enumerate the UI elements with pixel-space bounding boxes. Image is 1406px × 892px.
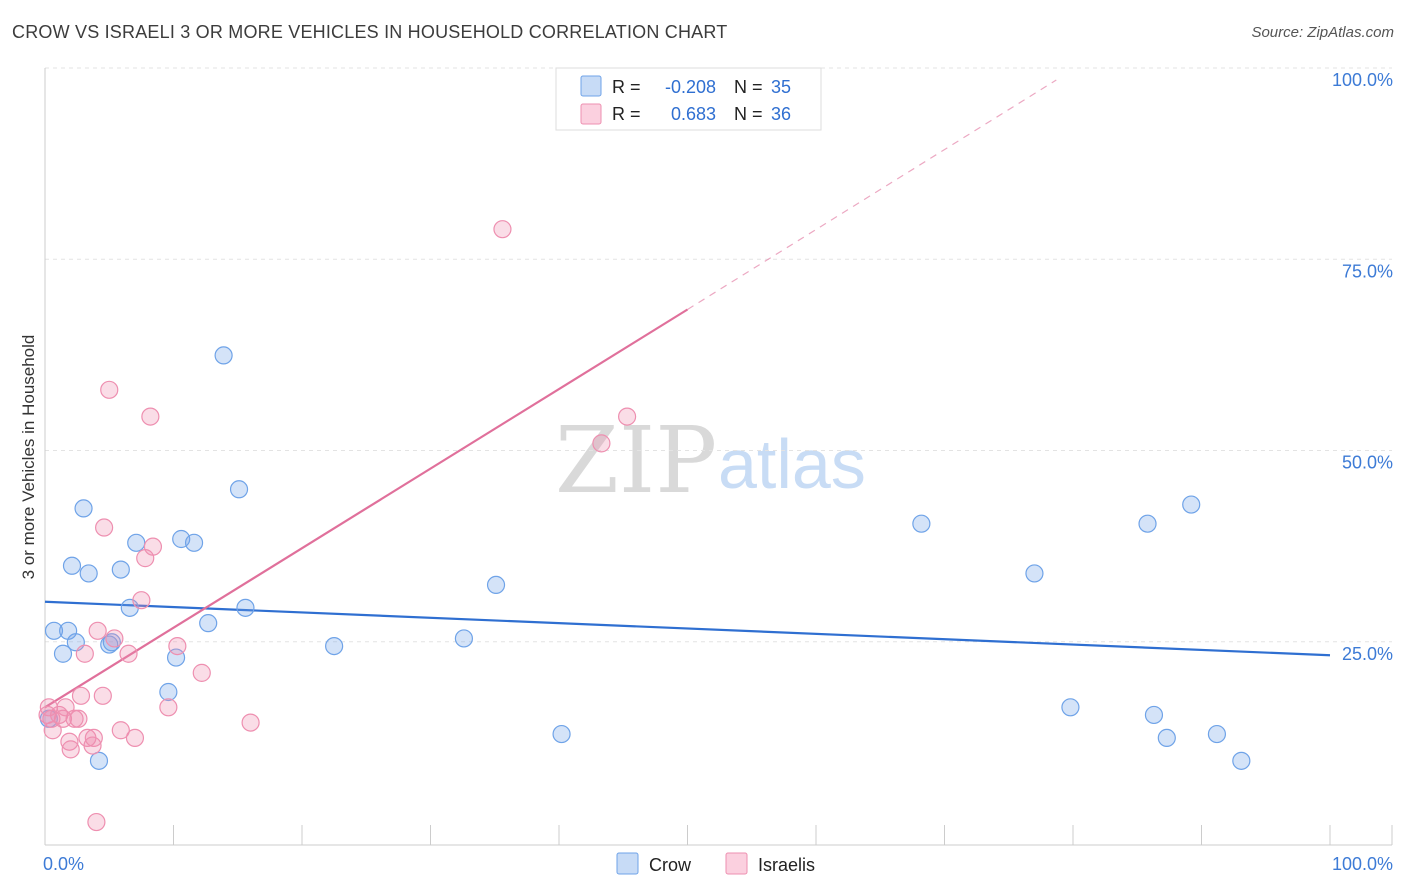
point-crow-0: [44, 621, 64, 640]
legend-swatch-israelis: [580, 103, 602, 125]
watermark-atlas: atlas: [718, 425, 866, 503]
legend-n-value-crow: 35: [771, 77, 791, 97]
point-crow-25: [912, 514, 931, 533]
source-label: Source: ZipAtlas.com: [1251, 24, 1394, 41]
point-israelis-23: [125, 728, 145, 748]
point-israelis-31: [241, 713, 260, 732]
y-tick-label-75: 75.0%: [1342, 261, 1393, 281]
point-crow-6: [79, 564, 98, 583]
x-tick-label-max: 100.0%: [1332, 854, 1393, 874]
x-tick-label-min: 0.0%: [43, 854, 84, 874]
point-crow-12: [127, 533, 146, 552]
trend-line-crow: [44, 600, 1331, 657]
legend-n-label-israelis: N =: [734, 104, 763, 124]
point-crow-27: [1061, 698, 1080, 717]
legend-r-value-crow: -0.208: [665, 77, 716, 97]
grid-lines: [45, 67, 1392, 643]
legend-r-label-israelis: R =: [612, 104, 641, 124]
point-israelis-10: [71, 686, 91, 705]
point-crow-18: [214, 346, 233, 365]
point-israelis-27: [143, 537, 163, 556]
point-israelis-35: [38, 705, 57, 725]
point-crow-21: [325, 636, 344, 656]
legend-swatch-crow-bottom: [616, 852, 639, 875]
legend-swatch-israelis-bottom: [725, 852, 748, 875]
point-crow-22: [454, 629, 474, 648]
point-crow-19: [229, 480, 249, 499]
data-points: [38, 220, 1251, 832]
watermark-zip: ZIP: [555, 407, 717, 514]
point-israelis-17: [93, 686, 112, 705]
legend-series: Crow Israelis: [616, 852, 815, 875]
y-tick-label-50: 50.0%: [1342, 453, 1393, 473]
point-crow-30: [1157, 728, 1176, 748]
legend-r-label-crow: R =: [612, 77, 641, 97]
point-israelis-21: [111, 721, 130, 740]
point-israelis-7: [61, 740, 80, 759]
point-crow-10: [111, 560, 130, 579]
legend-stats: R = -0.208 N = 35 R = 0.683 N = 36: [555, 67, 822, 131]
point-crow-31: [1182, 495, 1201, 514]
legend-n-label-crow: N =: [734, 77, 763, 97]
y-tick-label-100: 100.0%: [1332, 70, 1393, 90]
point-crow-14: [166, 648, 186, 667]
tick-labels: 25.0% 50.0% 75.0% 100.0% 0.0% 100.0%: [43, 70, 1393, 874]
legend-r-value-israelis: 0.683: [671, 104, 716, 124]
point-israelis-33: [592, 434, 611, 453]
point-israelis-11: [75, 644, 94, 663]
axes: [44, 68, 1393, 846]
point-crow-1: [53, 644, 73, 663]
trend-lines: [44, 79, 1331, 709]
point-crow-20: [236, 598, 255, 617]
point-crow-23: [486, 575, 506, 595]
point-israelis-20: [105, 629, 124, 648]
point-israelis-6: [60, 732, 79, 751]
point-crow-32: [1207, 724, 1227, 744]
point-crow-13: [159, 682, 178, 702]
point-israelis-30: [192, 663, 211, 682]
legend-swatch-crow: [580, 75, 602, 97]
point-israelis-8: [65, 709, 84, 728]
point-israelis-14: [84, 728, 103, 748]
point-israelis-26: [141, 407, 160, 426]
point-israelis-29: [168, 636, 187, 656]
y-axis-label: 3 or more Vehicles in Household: [19, 335, 38, 580]
chart-title: CROW VS ISRAELI 3 OR MORE VEHICLES IN HO…: [12, 22, 728, 42]
legend-n-value-israelis: 36: [771, 104, 791, 124]
legend-label-crow: Crow: [649, 855, 692, 875]
point-israelis-13: [83, 736, 102, 755]
point-israelis-24: [132, 591, 151, 610]
point-crow-26: [1025, 564, 1044, 583]
point-israelis-34: [618, 407, 637, 426]
point-israelis-18: [95, 518, 114, 537]
point-israelis-28: [159, 698, 178, 717]
point-crow-33: [1232, 751, 1251, 770]
legend-label-israelis: Israelis: [758, 855, 815, 875]
point-israelis-22: [119, 644, 138, 663]
trend-line-israelis: [44, 308, 689, 709]
point-crow-5: [74, 499, 93, 518]
point-crow-29: [1144, 705, 1164, 725]
point-crow-16: [184, 533, 204, 552]
point-israelis-32: [493, 220, 512, 239]
point-crow-28: [1138, 514, 1157, 533]
point-israelis-16: [88, 621, 107, 640]
point-crow-24: [552, 724, 571, 744]
point-israelis-19: [100, 380, 119, 399]
point-israelis-15: [87, 812, 106, 832]
y-tick-label-25: 25.0%: [1342, 644, 1393, 664]
point-crow-7: [89, 751, 109, 770]
point-crow-3: [62, 556, 82, 575]
point-israelis-9: [69, 709, 88, 728]
point-crow-17: [199, 614, 218, 633]
